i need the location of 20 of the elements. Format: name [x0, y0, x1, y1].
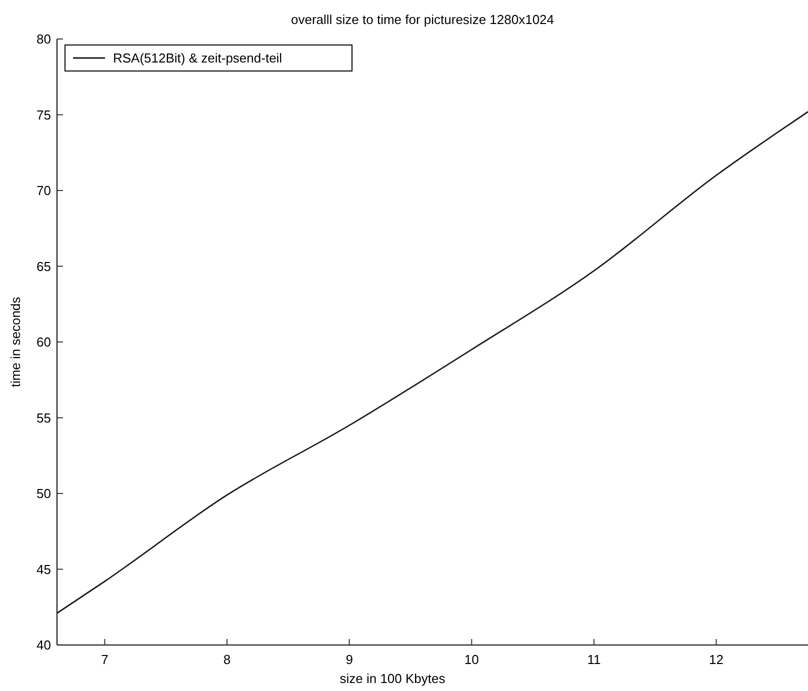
- y-tick-label: 75: [36, 107, 51, 122]
- y-tick-label: 45: [36, 562, 51, 577]
- y-tick-label: 40: [36, 638, 51, 653]
- x-tick-label: 12: [709, 652, 724, 667]
- y-tick-label: 70: [36, 183, 51, 198]
- y-tick-label: 50: [36, 486, 51, 502]
- y-tick-label: 55: [36, 410, 51, 426]
- y-tick-label: 80: [36, 32, 51, 47]
- x-tick-label: 9: [346, 652, 353, 667]
- chart-title: overalll size to time for picturesize 1280x1024: [290, 12, 554, 27]
- line-series: [56, 111, 808, 614]
- y-axis-title: time in seconds: [8, 296, 23, 388]
- x-tick-label: 8: [223, 652, 231, 667]
- y-tick-label: 65: [36, 258, 51, 274]
- legend-label: RSA(512Bit) & zeit-psend-teil: [113, 50, 282, 66]
- x-tick-label: 7: [101, 652, 108, 667]
- x-tick-label: 11: [587, 652, 601, 667]
- x-tick-label: 10: [464, 652, 479, 667]
- y-tick-label: 60: [36, 334, 51, 350]
- x-axis-title: size in 100 Kbytes: [340, 671, 446, 686]
